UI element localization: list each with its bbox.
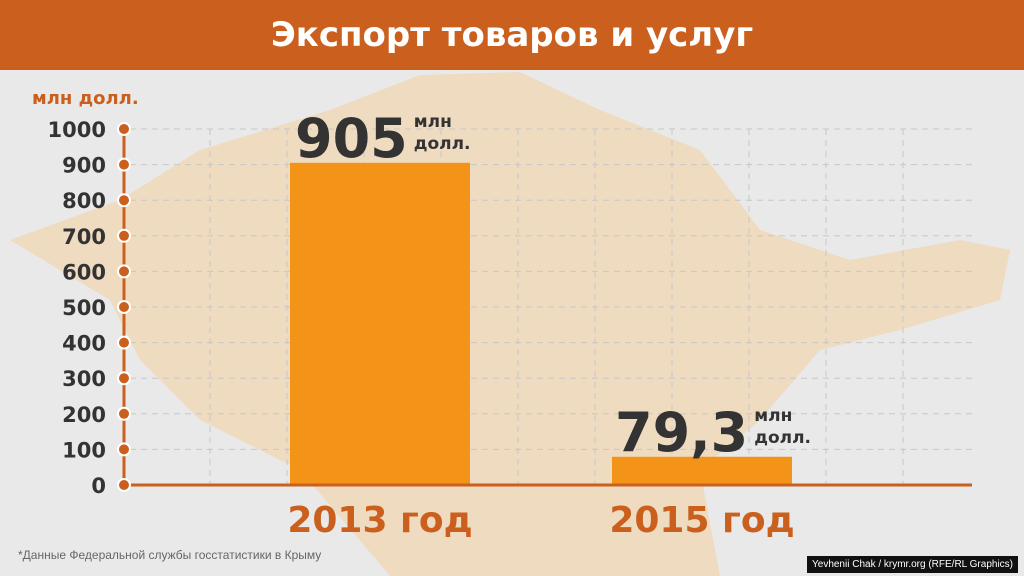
- y-tick-label: 100: [62, 438, 106, 462]
- x-tick-label: 2015 год: [609, 500, 794, 541]
- data-label: 905: [295, 107, 408, 170]
- y-tick-marker: [117, 371, 131, 386]
- data-label-unit: млн: [414, 112, 452, 132]
- map-background: [10, 72, 1010, 576]
- data-label-unit: долл.: [414, 134, 471, 154]
- y-tick-label: 0: [91, 474, 106, 498]
- y-tick-label: 900: [62, 154, 106, 178]
- credit: Yevhenii Chak / krymr.org (RFE/RL Graphi…: [807, 556, 1018, 573]
- y-tick-marker: [117, 157, 131, 172]
- y-tick-label: 700: [62, 225, 106, 249]
- data-label-unit: млн: [754, 406, 792, 426]
- bar: [290, 162, 470, 485]
- data-label: 79,3: [615, 401, 748, 464]
- data-label-unit: долл.: [754, 428, 811, 448]
- y-tick-marker: [117, 228, 131, 243]
- y-tick-marker: [117, 478, 131, 492]
- y-tick-marker: [117, 264, 131, 279]
- y-tick-label: 300: [62, 367, 106, 391]
- y-tick-marker: [117, 122, 131, 136]
- y-axis-label: млн долл.: [32, 88, 139, 109]
- y-tick-label: 200: [62, 403, 106, 427]
- bar: [612, 456, 792, 485]
- y-tick-label: 500: [62, 296, 106, 320]
- y-tick-marker: [117, 193, 131, 208]
- footnote: *Данные Федеральной службы госстатистики…: [18, 548, 322, 562]
- y-tick-label: 1000: [48, 118, 106, 142]
- y-tick-marker: [117, 406, 131, 421]
- y-tick-label: 600: [62, 260, 106, 284]
- y-tick-label: 800: [62, 189, 106, 213]
- y-tick-marker: [117, 300, 131, 314]
- chart-title: Экспорт товаров и услуг: [0, 0, 1024, 70]
- y-tick-label: 400: [62, 332, 106, 356]
- x-tick-label: 2013 год: [287, 500, 472, 541]
- y-tick-marker: [117, 442, 131, 457]
- y-tick-marker: [117, 335, 131, 350]
